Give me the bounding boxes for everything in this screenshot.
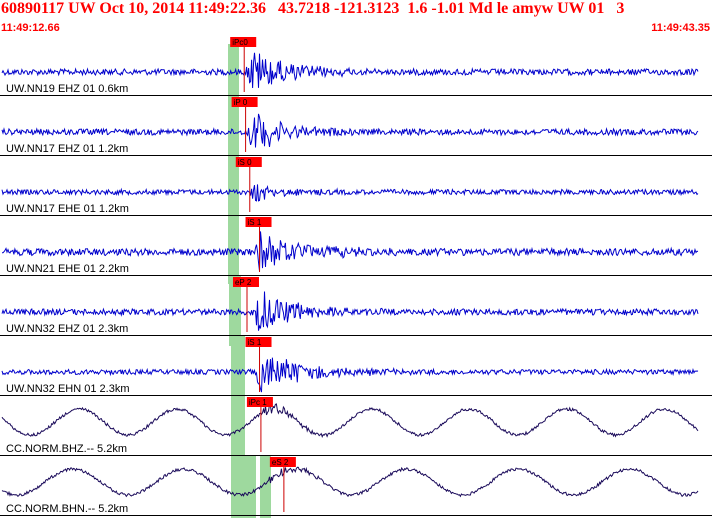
pick-flag[interactable] xyxy=(232,277,259,287)
waveform-trace xyxy=(1,184,699,202)
window-band-2 xyxy=(242,456,256,518)
waveform-trace xyxy=(1,357,699,393)
waveform-trace xyxy=(2,231,699,271)
trace-station-label: CC.NORM.BHZ.-- 5.2km xyxy=(6,443,127,455)
trace-row-2[interactable]: iS 0 UW.NN17 EHE 01 1.2km xyxy=(0,157,712,216)
trace-station-label: UW.NN19 EHZ 01 0.6km xyxy=(6,83,128,95)
trace-row-6[interactable]: iPc 1 CC.NORM.BHZ.-- 5.2km xyxy=(0,397,712,456)
trace-station-label: UW.NN32 EHZ 01 2.3km xyxy=(6,323,128,335)
waveform-trace xyxy=(1,113,699,148)
trace-station-label: CC.NORM.BHN.-- 5.2km xyxy=(6,503,128,515)
waveform-trace xyxy=(1,52,699,89)
pick-window-bands xyxy=(228,44,271,518)
window-end-time: 11:49:43.35 xyxy=(651,22,710,34)
pick-label: iS 1 xyxy=(248,338,262,347)
pick-label: iS 1 xyxy=(248,218,262,227)
pick-label: iPc0 xyxy=(232,38,248,47)
pick-label: iP 0 xyxy=(234,98,248,107)
waveform-trace xyxy=(1,466,699,498)
trace-station-label: UW.NN17 EHZ 01 1.2km xyxy=(6,143,128,155)
pick-flag[interactable] xyxy=(235,157,262,167)
pick-flag[interactable] xyxy=(245,337,272,347)
trace-station-label: UW.NN32 EHN 01 2.3km xyxy=(6,383,129,395)
trace-station-label: UW.NN21 EHE 01 2.2km xyxy=(6,263,129,275)
waveform-trace xyxy=(1,403,699,439)
trace-row-4[interactable]: eP 2 UW.NN32 EHZ 01 2.3km xyxy=(0,277,712,336)
trace-row-0[interactable]: iPc0 UW.NN19 EHZ 01 0.6km xyxy=(0,37,712,96)
pick-flag[interactable] xyxy=(269,457,296,467)
pick-flag[interactable] xyxy=(246,397,273,407)
pick-label: iPc 1 xyxy=(249,398,267,407)
trace-row-1[interactable]: iP 0 UW.NN17 EHZ 01 1.2km xyxy=(0,97,712,156)
window-band-0 xyxy=(228,44,239,284)
pick-flag[interactable] xyxy=(245,217,272,227)
window-start-time: 11:49:12.66 xyxy=(1,22,60,34)
pick-flag[interactable] xyxy=(230,37,257,47)
pick-label: eP 2 xyxy=(235,278,252,287)
window-band-3 xyxy=(260,456,271,518)
window-band-1 xyxy=(231,336,245,518)
trace-row-5[interactable]: iS 1 UW.NN32 EHN 01 2.3km xyxy=(0,337,712,396)
trace-stack: iPc0 UW.NN19 EHZ 01 0.6km iP 0 UW.NN17 EHZ … xyxy=(0,37,712,516)
waveform-trace xyxy=(1,291,699,331)
pick-label: iS 0 xyxy=(238,158,252,167)
event-summary-title: 60890117 UW Oct 10, 2014 11:49:22.36 43.… xyxy=(1,0,625,17)
trace-station-label: UW.NN17 EHE 01 1.2km xyxy=(6,203,129,215)
pick-label: eS 2 xyxy=(272,458,289,467)
trace-row-3[interactable]: iS 1 UW.NN21 EHE 01 2.2km xyxy=(0,217,712,276)
pick-flag[interactable] xyxy=(231,97,258,107)
trace-row-7[interactable]: eS 2 CC.NORM.BHN.-- 5.2km xyxy=(0,457,712,516)
seismogram-panel[interactable]: iPc0 UW.NN19 EHZ 01 0.6km iP 0 UW.NN17 EHZ … xyxy=(0,36,712,518)
